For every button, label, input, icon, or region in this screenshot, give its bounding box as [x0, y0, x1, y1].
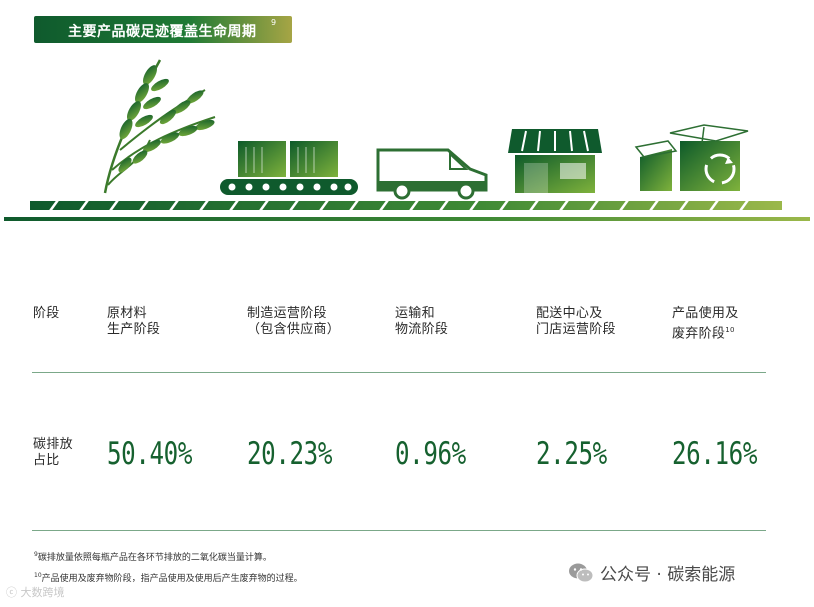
- share-value-transport: 0.96%: [395, 436, 466, 472]
- lifecycle-illustration: [4, 59, 810, 221]
- wechat-icon: [569, 563, 594, 582]
- page-title: 主要产品碳足迹覆盖生命周期: [68, 24, 257, 40]
- stage-footnote-mark: 10: [725, 326, 735, 334]
- store-icon: [508, 129, 602, 193]
- stage-label-use-disposal: 产品使用及 废弃阶段10: [672, 306, 739, 342]
- footnote-10: 10产品使用及废弃物阶段，指产品使用及使用后产生废弃物的过程。: [34, 572, 303, 584]
- share-value-distribution: 2.25%: [536, 436, 607, 472]
- title-footnote-mark: 9: [271, 18, 277, 27]
- watermark-source: ⓒ 大数跨境: [6, 586, 65, 599]
- rail: [4, 199, 810, 221]
- share-label: 碳排放 占比: [33, 437, 73, 468]
- watermark-wechat: 公众号 · 碳索能源: [568, 560, 735, 585]
- divider-top: [32, 372, 766, 373]
- recycle-box-icon: [634, 124, 749, 191]
- stage-label-raw-material: 原材料 生产阶段: [107, 306, 161, 337]
- share-value-raw-material: 50.40%: [107, 436, 193, 472]
- stage-label-manufacturing: 制造运营阶段 （包含供应商）: [247, 306, 341, 337]
- divider-bottom: [32, 530, 766, 531]
- share-value-manufacturing: 20.23%: [247, 436, 333, 472]
- stage-label-distribution: 配送中心及 门店运营阶段: [536, 306, 616, 337]
- wheat-icon: [103, 59, 216, 194]
- watermark-text: 公众号 · 碳索能源: [600, 565, 736, 585]
- van-icon: [376, 148, 488, 200]
- title-banner: 主要产品碳足迹覆盖生命周期 9: [34, 16, 292, 43]
- share-value-use-disposal: 26.16%: [672, 436, 758, 472]
- footnote-9: 9碳排放量依照每瓶产品在各环节排放的二氧化碳当量计算。: [34, 551, 272, 563]
- conveyor-icon: [220, 141, 358, 195]
- stage-label-transport: 运输和 物流阶段: [395, 306, 449, 337]
- stage-header-label: 阶段: [33, 306, 60, 321]
